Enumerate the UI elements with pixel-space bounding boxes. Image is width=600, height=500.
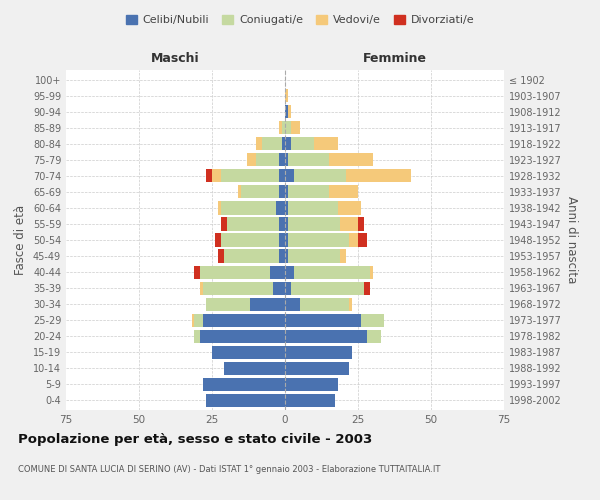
Bar — [329, 186, 358, 198]
Bar — [256, 137, 262, 150]
Bar — [294, 170, 346, 182]
Bar — [282, 121, 285, 134]
Bar — [340, 250, 346, 262]
Bar — [288, 153, 329, 166]
Bar — [370, 266, 373, 278]
Bar — [346, 170, 410, 182]
Bar — [288, 250, 340, 262]
Bar — [200, 266, 271, 278]
Bar — [294, 266, 370, 278]
Bar — [285, 330, 367, 343]
Bar — [358, 234, 367, 246]
Bar — [314, 137, 338, 150]
Bar — [285, 202, 288, 214]
Bar — [291, 282, 364, 294]
Bar — [288, 234, 349, 246]
Bar — [200, 282, 203, 294]
Bar — [285, 362, 349, 375]
Bar — [291, 137, 314, 150]
Bar — [288, 186, 329, 198]
Bar — [285, 121, 291, 134]
Bar — [285, 234, 288, 246]
Bar — [203, 314, 285, 327]
Bar — [276, 202, 285, 214]
Bar — [285, 250, 288, 262]
Bar — [271, 266, 285, 278]
Bar — [218, 202, 221, 214]
Bar — [279, 186, 285, 198]
Bar — [221, 202, 276, 214]
Bar — [262, 137, 282, 150]
Bar — [279, 218, 285, 230]
Bar — [206, 170, 212, 182]
Bar — [285, 266, 294, 278]
Bar — [340, 218, 358, 230]
Bar — [247, 153, 256, 166]
Bar — [285, 89, 288, 102]
Bar — [194, 314, 203, 327]
Bar — [285, 346, 352, 359]
Bar — [274, 282, 285, 294]
Bar — [279, 234, 285, 246]
Bar — [279, 170, 285, 182]
Bar — [285, 298, 299, 310]
Bar — [218, 250, 224, 262]
Bar — [194, 330, 200, 343]
Bar — [224, 250, 279, 262]
Bar — [288, 202, 338, 214]
Bar — [221, 234, 279, 246]
Bar — [349, 298, 352, 310]
Bar — [212, 346, 285, 359]
Bar — [285, 378, 338, 391]
Bar — [285, 218, 288, 230]
Bar — [338, 202, 361, 214]
Bar — [299, 298, 349, 310]
Bar — [288, 105, 291, 118]
Bar — [215, 234, 221, 246]
Bar — [227, 218, 279, 230]
Bar — [221, 218, 227, 230]
Bar — [221, 170, 279, 182]
Bar — [241, 186, 279, 198]
Text: Maschi: Maschi — [151, 52, 200, 65]
Bar — [200, 330, 285, 343]
Bar — [358, 218, 364, 230]
Bar — [206, 394, 285, 407]
Bar — [361, 314, 384, 327]
Bar — [203, 282, 274, 294]
Bar — [206, 298, 250, 310]
Bar — [329, 153, 373, 166]
Text: Popolazione per età, sesso e stato civile - 2003: Popolazione per età, sesso e stato civil… — [18, 432, 372, 446]
Bar — [285, 153, 288, 166]
Bar — [288, 218, 340, 230]
Bar — [285, 282, 291, 294]
Text: Femmine: Femmine — [362, 52, 427, 65]
Bar — [203, 378, 285, 391]
Bar — [250, 298, 285, 310]
Text: COMUNE DI SANTA LUCIA DI SERINO (AV) - Dati ISTAT 1° gennaio 2003 - Elaborazione: COMUNE DI SANTA LUCIA DI SERINO (AV) - D… — [18, 466, 440, 474]
Bar — [238, 186, 241, 198]
Bar — [279, 250, 285, 262]
Bar — [279, 153, 285, 166]
Bar — [349, 234, 358, 246]
Bar — [367, 330, 382, 343]
Bar — [285, 137, 291, 150]
Bar — [224, 362, 285, 375]
Bar — [285, 105, 288, 118]
Bar — [291, 121, 299, 134]
Y-axis label: Fasce di età: Fasce di età — [14, 205, 27, 275]
Bar — [285, 314, 361, 327]
Bar — [191, 314, 194, 327]
Bar — [194, 266, 200, 278]
Bar — [364, 282, 370, 294]
Bar — [285, 170, 294, 182]
Legend: Celibi/Nubili, Coniugati/e, Vedovi/e, Divorziati/e: Celibi/Nubili, Coniugati/e, Vedovi/e, Di… — [121, 10, 479, 30]
Bar — [256, 153, 279, 166]
Bar — [285, 186, 288, 198]
Y-axis label: Anni di nascita: Anni di nascita — [565, 196, 578, 284]
Bar — [212, 170, 221, 182]
Bar — [285, 394, 335, 407]
Bar — [282, 137, 285, 150]
Bar — [279, 121, 282, 134]
